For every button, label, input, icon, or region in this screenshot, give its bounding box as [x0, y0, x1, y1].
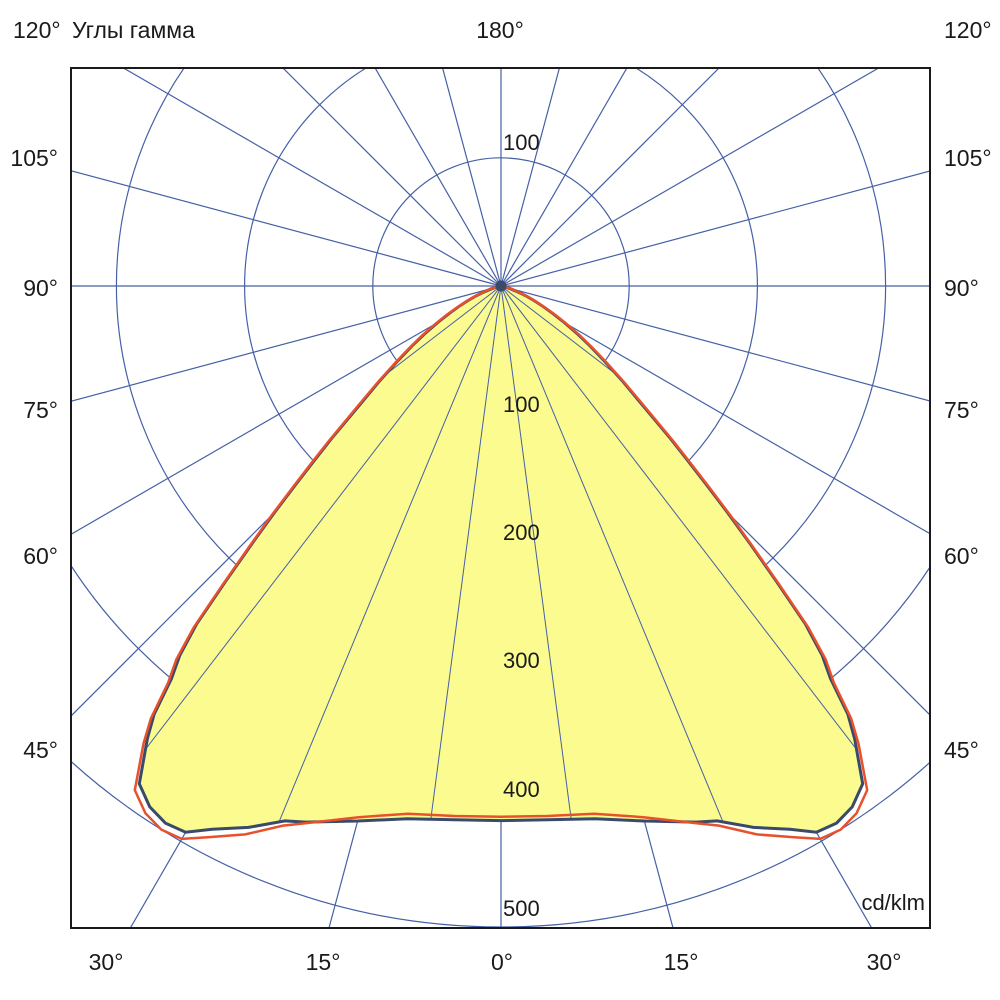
radial-tick-label-100-upper: 100: [503, 130, 540, 155]
gamma-angle-label-right-90: 90°: [944, 275, 979, 301]
intensity-curve-fill: [139, 286, 863, 833]
gamma-angle-label-top-left: 120°: [13, 17, 61, 43]
gamma-angle-label-bottom-30R: 30°: [866, 949, 902, 975]
chart-title: Углы гамма: [72, 17, 195, 43]
unit-label: cd/klm: [861, 890, 925, 915]
gamma-angle-label-left-60: 60°: [23, 543, 58, 569]
gamma-angle-label-bottom-30L: 30°: [88, 949, 124, 975]
radial-tick-label-400: 400: [503, 777, 540, 802]
radial-tick-label-300: 300: [503, 648, 540, 673]
gamma-angle-label-right-75: 75°: [944, 397, 979, 423]
polar-center-point: [495, 280, 507, 292]
gamma-angle-label-bottom-15R: 15°: [663, 949, 699, 975]
gamma-angle-label-right-60: 60°: [944, 543, 979, 569]
gamma-angle-label-left-75: 75°: [23, 397, 58, 423]
radial-tick-label-200: 200: [503, 520, 540, 545]
plot-border: [70, 67, 931, 929]
gamma-angle-label-right-45: 45°: [944, 737, 979, 763]
gamma-angle-label-left-90: 90°: [23, 275, 58, 301]
radial-tick-label-100: 100: [503, 392, 540, 417]
gamma-angle-label-right-105: 105°: [944, 145, 992, 171]
radial-tick-label-500: 500: [503, 896, 540, 921]
gamma-angle-label-left-105: 105°: [10, 145, 58, 171]
gamma-angle-label-bottom-0: 0°: [491, 949, 513, 975]
intensity-curve-c0: [133, 284, 869, 841]
gamma-angle-label-bottom-15L: 15°: [305, 949, 341, 975]
gamma-angle-label-left-45: 45°: [23, 737, 58, 763]
gamma-angle-label-top-right: 120°: [944, 17, 992, 43]
gamma-angle-label-180: 180°: [476, 17, 524, 43]
